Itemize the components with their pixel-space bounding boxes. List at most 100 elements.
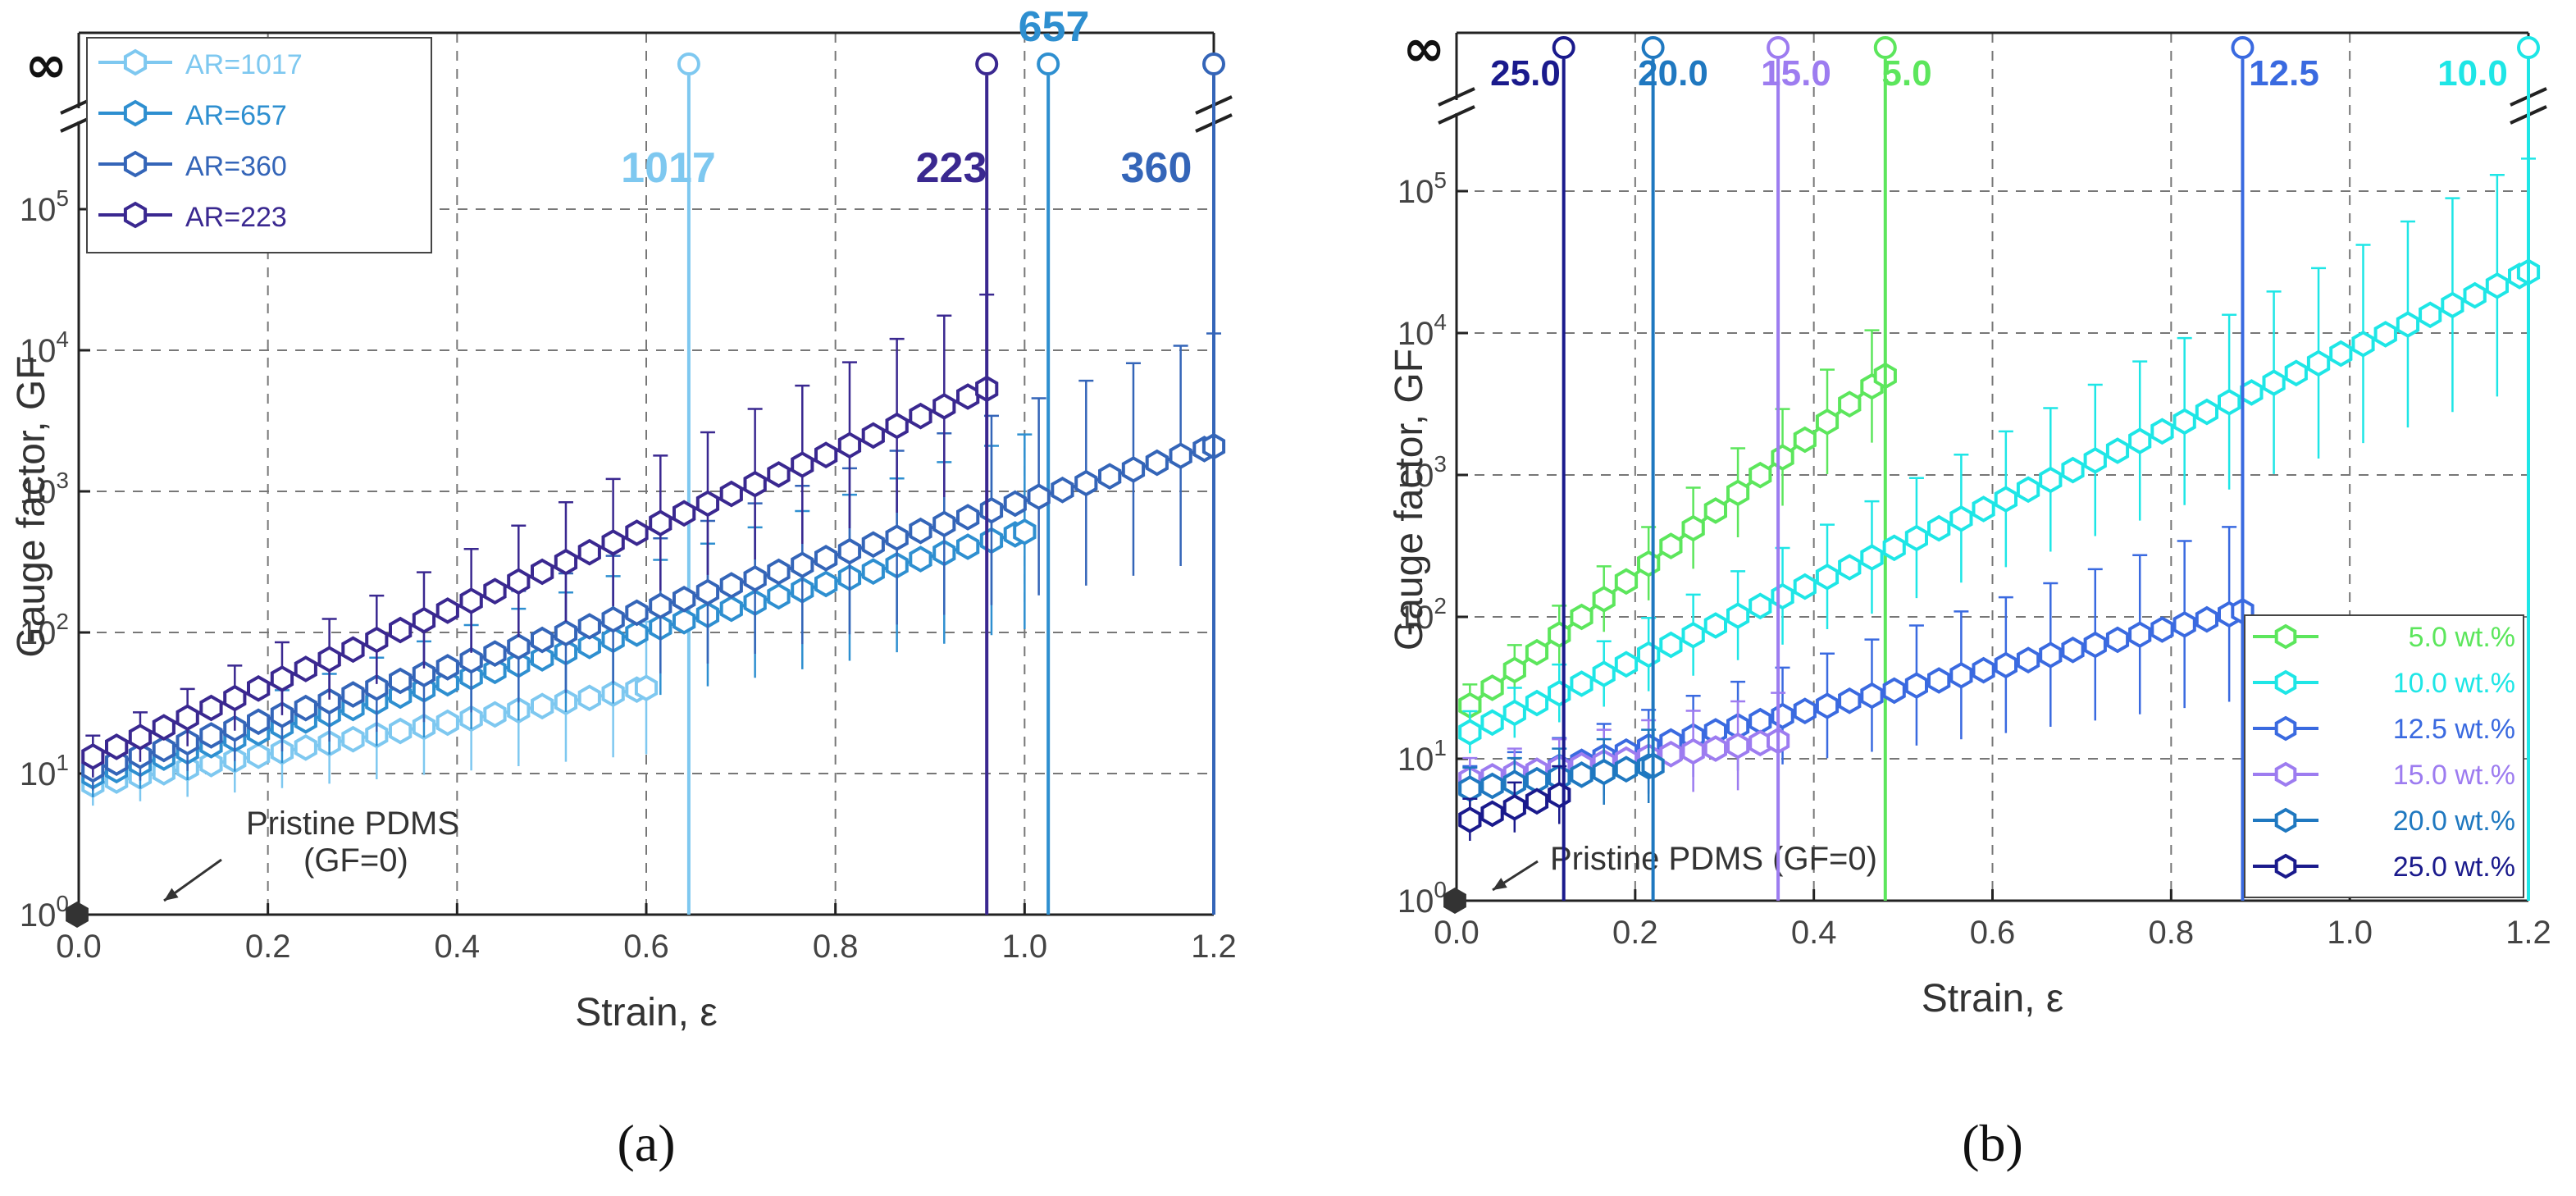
data-point	[1949, 661, 1973, 689]
failure-marker	[1641, 36, 1665, 59]
data-point	[767, 558, 791, 586]
data-point	[1748, 707, 1772, 735]
data-point	[1748, 592, 1772, 620]
data-point	[1458, 719, 1482, 746]
data-point	[412, 606, 436, 634]
data-point	[389, 667, 413, 695]
data-point	[1480, 709, 1504, 737]
data-point	[105, 733, 129, 760]
legend-label: 10.0 wt.%	[2393, 668, 2515, 699]
axis-break-mark	[1438, 105, 1475, 125]
data-point	[909, 402, 932, 430]
data-point	[791, 451, 814, 478]
data-point	[2306, 349, 2331, 377]
data-point	[483, 577, 507, 605]
legend-marker	[123, 99, 148, 127]
chart-panel-a: 0.0 0.2 0.4 0.6 0.8 1.0 1.2 100 101 102 103 104 105 ∞…	[10, 3, 1237, 1172]
data-point	[577, 632, 601, 660]
data-point	[2284, 359, 2308, 387]
data-point	[2262, 369, 2286, 396]
annotation-text: Pristine PDMS	[246, 806, 459, 842]
data-point	[317, 646, 341, 673]
data-point	[1592, 660, 1616, 687]
data-point	[1949, 504, 1973, 532]
series-ar-360: 360	[81, 52, 1226, 915]
data-point	[1051, 476, 1074, 504]
data-point	[2016, 646, 2040, 674]
data-point	[1480, 800, 1504, 828]
data-point	[1681, 514, 1705, 542]
data-point	[1592, 758, 1616, 786]
data-point	[1659, 740, 1683, 768]
axis-break-mark	[1438, 87, 1475, 107]
legend-label: AR=223	[185, 202, 287, 233]
legend-label: AR=1017	[185, 49, 303, 80]
data-point	[2463, 281, 2487, 309]
data-point	[1681, 621, 1705, 649]
data-point	[435, 597, 459, 624]
data-point	[341, 681, 365, 708]
x-tick-label: 0.4	[435, 929, 481, 965]
y-tick-label: 105	[1397, 167, 1447, 210]
data-point	[791, 551, 814, 579]
data-point	[1972, 656, 1995, 684]
data-point	[176, 704, 199, 732]
data-point	[389, 616, 413, 644]
data-point	[577, 538, 601, 566]
data-point	[1614, 650, 1639, 678]
legend-label: 20.0 wt.%	[2393, 806, 2515, 837]
panel-caption: (b)	[1962, 1114, 2023, 1172]
data-point	[1882, 677, 1906, 705]
data-point	[199, 694, 223, 722]
data-point	[2195, 398, 2218, 426]
data-point	[861, 558, 885, 586]
data-point	[837, 431, 862, 459]
data-point	[1815, 692, 1840, 719]
data-point	[1121, 456, 1146, 483]
legend-box	[2244, 614, 2524, 898]
data-point	[294, 694, 317, 722]
data-point	[1614, 568, 1639, 596]
data-point	[531, 645, 554, 672]
data-point	[483, 701, 507, 728]
data-point	[1793, 697, 1817, 725]
legend-label: 5.0 wt.%	[2409, 622, 2515, 653]
data-point	[507, 568, 531, 596]
data-point	[1771, 582, 1794, 610]
data-point	[2373, 321, 2397, 348]
data-point	[81, 742, 105, 770]
failure-marker	[677, 52, 700, 75]
data-point	[634, 674, 659, 702]
data-point	[2396, 311, 2420, 338]
data-point	[1570, 670, 1593, 697]
data-point	[2083, 631, 2107, 659]
data-point	[2016, 476, 2040, 504]
data-point	[2240, 379, 2264, 406]
data-point	[672, 585, 696, 613]
data-point	[1145, 449, 1169, 477]
data-point	[979, 496, 1004, 524]
x-tick-label: 0.8	[813, 929, 859, 965]
data-point	[223, 684, 247, 712]
chart-panel-b: 0.0 0.2 0.4 0.6 0.8 1.0 1.2 100 101 102 103 104 105 ∞…	[1388, 18, 2551, 1172]
x-tick-label: 1.2	[2505, 915, 2551, 951]
failure-label: 10.0	[2437, 53, 2508, 94]
data-point	[1525, 638, 1549, 666]
data-point	[1994, 651, 2017, 679]
data-point	[672, 500, 696, 527]
data-point	[932, 510, 956, 538]
failure-label: 25.0	[1490, 53, 1561, 94]
data-point	[672, 607, 696, 635]
data-point	[554, 548, 578, 576]
x-tick-label: 0.4	[1791, 915, 1837, 951]
data-point	[625, 599, 649, 627]
data-point	[531, 626, 554, 654]
legend-label: 12.5 wt.%	[2393, 714, 2515, 745]
data-point	[1659, 631, 1683, 659]
data-point	[554, 619, 578, 647]
data-point	[695, 490, 720, 518]
y-tick-label: 101	[1397, 735, 1447, 778]
data-point	[294, 733, 317, 761]
failure-label: 20.0	[1638, 53, 1708, 94]
data-point	[341, 636, 365, 664]
